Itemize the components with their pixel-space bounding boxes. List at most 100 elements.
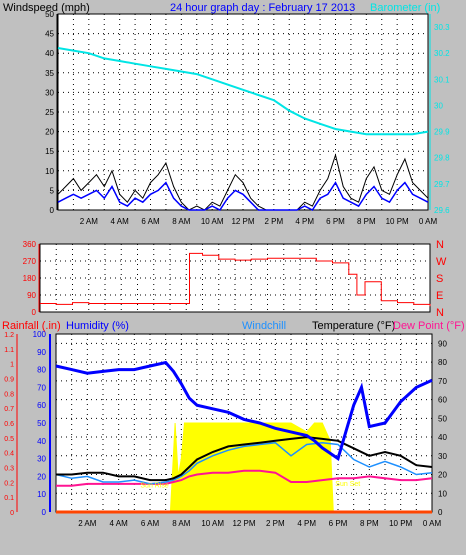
rain-tick-label: 0.2	[4, 480, 14, 487]
legend-dewpoint: Dew Point (°F)	[393, 320, 465, 332]
panel1-x-ticks: 2 AM 4 AM 6 AM 8 AM 10 AM 12 PM 2 PM 4 PM 6 PM 8 …	[80, 217, 438, 226]
temperature-tick-label: 0	[438, 508, 443, 517]
humidity-tick-label: 50	[37, 419, 46, 428]
rain-tick-label: 1.1	[4, 347, 14, 354]
rain-tick-label: 1.2	[4, 332, 14, 339]
y-tick-label: 270	[23, 257, 37, 266]
x-tick-label: 10 AM	[201, 519, 224, 528]
y2-tick-label: 29.7	[434, 180, 450, 189]
temperature-tick-label: 60	[438, 396, 447, 405]
x-tick-label: 2 PM	[266, 519, 285, 528]
chart-title: 24 hour graph day : February 17 2013	[170, 2, 355, 14]
humidity-tick-label: 60	[37, 401, 46, 410]
panel1-series	[57, 47, 429, 211]
wind-barometer-panel: 0 5 10 15 20 25 30 35 40 45 50 29.6 29.7 29.8 29.9 30 3…	[3, 2, 450, 226]
temperature-tick-label: 20	[438, 471, 447, 480]
y2-tick-label: 30.1	[434, 75, 450, 84]
y-tick-label: 0	[32, 308, 37, 317]
x-tick-label: 10 PM	[386, 217, 409, 226]
rain-tick-label: 0.3	[4, 466, 14, 473]
x-tick-label: 6 PM	[326, 217, 345, 226]
x-tick-label: 12 PM	[232, 519, 255, 528]
panel2-series	[40, 252, 431, 307]
x-tick-label: 2 AM	[80, 217, 99, 226]
compass-tick-label: N	[436, 239, 444, 251]
x-tick-label: 10 AM	[201, 217, 224, 226]
x-tick-label: 6 AM	[141, 217, 160, 226]
dew-point-line	[56, 469, 433, 487]
x-tick-label: 0 AM	[423, 519, 442, 528]
temperature-tick-label: 40	[438, 433, 447, 442]
x-tick-label: 4 AM	[110, 519, 129, 528]
legend-temperature: Temperature (°F)	[312, 320, 395, 332]
rain-tick-label: 1	[10, 362, 14, 369]
legend-rainfall: Rainfall (.in)	[2, 320, 61, 332]
y2-tick-label: 30.3	[434, 23, 450, 32]
y-tick-label: 45	[45, 30, 54, 39]
rain-tick-label: 0.9	[4, 377, 14, 384]
legend-windchill: Windchill	[242, 320, 286, 332]
compass-tick-label: E	[436, 290, 443, 302]
x-tick-label: 6 PM	[329, 519, 348, 528]
panel3-x-ticks: 2 AM 4 AM 6 AM 8 AM 10 AM 12 PM 2 PM 4 PM 6 PM 8 …	[78, 519, 441, 528]
barometer-line	[57, 47, 429, 136]
humidity-tick-label: 0	[42, 508, 47, 517]
humidity-tick-label: 90	[37, 348, 46, 357]
humidity-tick-label: 80	[37, 366, 46, 375]
panel1-grid	[58, 14, 428, 210]
temperature-line	[56, 436, 433, 482]
sunset-label: Sun Set	[335, 481, 360, 488]
wind-average-line	[57, 181, 429, 211]
panel3-annotations: Sun Rise Sun Set	[140, 481, 360, 490]
x-tick-label: 6 AM	[141, 519, 160, 528]
wind-direction-line	[40, 252, 431, 307]
y-tick-label: 35	[45, 69, 54, 78]
rain-tick-label: 0.5	[4, 436, 14, 443]
x-tick-label: 10 PM	[389, 519, 412, 528]
humidity-line	[55, 360, 433, 462]
humidity-tick-label: 100	[33, 330, 47, 339]
humidity-tick-label: 70	[37, 383, 46, 392]
temperature-tick-label: 80	[438, 358, 447, 367]
compass-tick-label: S	[436, 273, 443, 285]
barometer-axis-label: Barometer (in)	[370, 2, 440, 14]
wind-gust-line	[57, 153, 429, 211]
humidity-tick-label: 10	[37, 490, 46, 499]
humidity-tick-label: 20	[37, 472, 46, 481]
rain-tick-label: 0	[10, 510, 14, 517]
x-tick-label: 8 PM	[357, 217, 376, 226]
rain-tick-label: 0.1	[4, 495, 14, 502]
y-tick-label: 25	[45, 108, 54, 117]
windchill-line	[55, 441, 433, 485]
x-tick-label: 0 AM	[419, 217, 438, 226]
panel3-series	[55, 360, 433, 514]
temperature-tick-label: 90	[438, 339, 447, 348]
x-tick-label: 4 AM	[111, 217, 130, 226]
y-tick-label: 15	[45, 147, 54, 156]
y2-tick-label: 29.8	[434, 154, 450, 163]
x-tick-label: 4 PM	[295, 217, 314, 226]
temperature-tick-label: 70	[438, 377, 447, 386]
y2-tick-label: 29.9	[434, 128, 450, 137]
rain-tick-label: 0.6	[4, 421, 14, 428]
temperature-humidity-panel: 0 0.1 0.2 0.3 0.4 0.5 0.6 0.7 0.8 0.9 1 1.1 1.2 0 10 2…	[2, 320, 465, 528]
x-tick-label: 2 PM	[264, 217, 283, 226]
panel3-humidity-ticks: 0 10 20 30 40 50 60 70 80 90 100	[33, 330, 51, 517]
y-tick-label: 20	[45, 128, 54, 137]
windspeed-axis-label: Windspeed (mph)	[3, 2, 90, 14]
rain-tick-label: 0.8	[4, 391, 14, 398]
humidity-tick-label: 40	[37, 437, 46, 446]
compass-tick-label: W	[436, 256, 447, 268]
x-tick-label: 4 PM	[297, 519, 316, 528]
panel2-y-ticks: 0 90 180 270 360	[23, 240, 40, 317]
temperature-tick-label: 10	[438, 489, 447, 498]
x-tick-label: 2 AM	[78, 519, 97, 528]
rain-tick-label: 0.7	[4, 406, 14, 413]
panel3-rain-ticks: 0 0.1 0.2 0.3 0.4 0.5 0.6 0.7 0.8 0.9 1 1.1 1.2	[4, 332, 18, 517]
rain-tick-label: 0.4	[4, 451, 14, 458]
panel1-y-ticks: 0 5 10 15 20 25 30 35 40 45 50	[45, 10, 58, 215]
y-tick-label: 40	[45, 49, 54, 58]
